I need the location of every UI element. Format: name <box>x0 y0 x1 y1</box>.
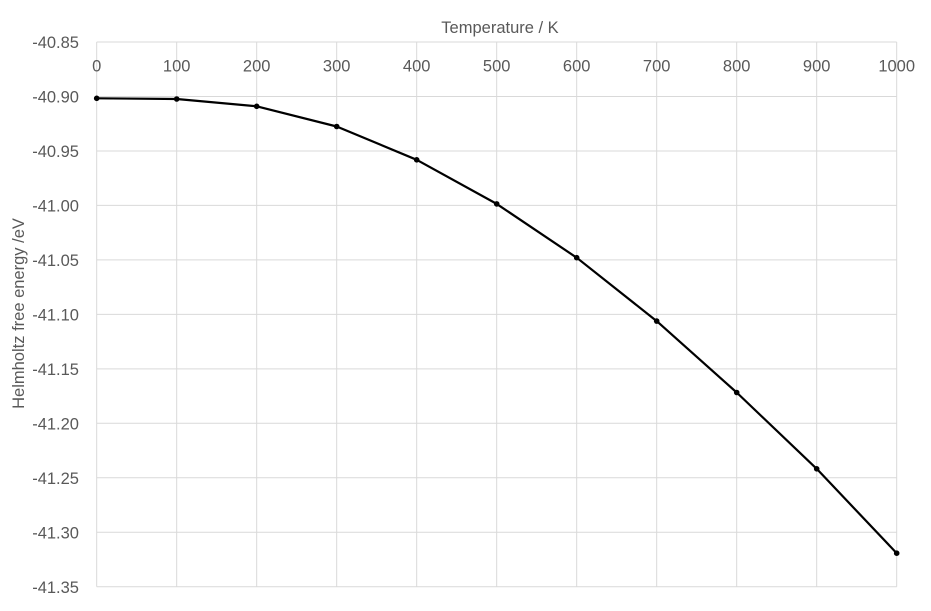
svg-text:-41.20: -41.20 <box>32 415 79 433</box>
svg-text:-41.05: -41.05 <box>32 252 79 270</box>
svg-text:-41.00: -41.00 <box>32 198 79 216</box>
svg-text:-40.95: -40.95 <box>32 143 79 161</box>
svg-text:-41.10: -41.10 <box>32 307 79 325</box>
svg-text:-40.85: -40.85 <box>32 34 79 52</box>
svg-text:900: 900 <box>803 58 831 76</box>
svg-text:-41.25: -41.25 <box>32 470 79 488</box>
svg-text:700: 700 <box>643 58 671 76</box>
svg-text:-40.90: -40.90 <box>32 89 79 107</box>
svg-text:Temperature / K: Temperature / K <box>441 19 558 37</box>
svg-text:-41.30: -41.30 <box>32 524 79 542</box>
svg-text:-41.35: -41.35 <box>32 579 79 597</box>
svg-text:100: 100 <box>163 58 191 76</box>
svg-text:0: 0 <box>92 58 101 76</box>
svg-text:200: 200 <box>243 58 271 76</box>
svg-text:600: 600 <box>563 58 591 76</box>
svg-text:300: 300 <box>323 58 351 76</box>
svg-text:-41.15: -41.15 <box>32 361 79 379</box>
svg-text:800: 800 <box>723 58 751 76</box>
svg-text:Helmholtz free energy /eV: Helmholtz free energy /eV <box>10 218 28 409</box>
svg-text:500: 500 <box>483 58 511 76</box>
svg-text:1000: 1000 <box>878 58 915 76</box>
svg-text:400: 400 <box>403 58 431 76</box>
